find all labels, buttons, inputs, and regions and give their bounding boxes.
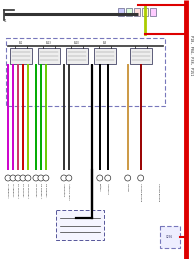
Circle shape (25, 175, 31, 181)
Bar (160, 226, 180, 248)
Circle shape (5, 175, 11, 181)
Text: Antenna relay: Antenna relay (68, 183, 69, 200)
Bar (56, 210, 104, 240)
Bar (10, 48, 32, 64)
Text: RR speaker-: RR speaker- (45, 183, 46, 197)
Text: Chassis ground: Chassis ground (158, 183, 159, 201)
Text: B-3: B-3 (103, 41, 107, 45)
Text: Ground: Ground (127, 183, 128, 192)
Circle shape (105, 175, 111, 181)
Bar (94, 48, 116, 64)
Circle shape (61, 175, 67, 181)
Circle shape (33, 175, 39, 181)
Circle shape (15, 175, 21, 181)
Circle shape (66, 175, 72, 181)
Circle shape (38, 175, 44, 181)
Circle shape (10, 175, 16, 181)
Bar (130, 48, 152, 64)
Text: LF speaker+: LF speaker+ (7, 183, 9, 198)
Text: RR speaker+: RR speaker+ (40, 183, 42, 198)
Text: B-1: B-1 (19, 41, 23, 45)
Bar (38, 48, 60, 64)
Bar (134, 8, 140, 16)
Text: Chassis ground: Chassis ground (140, 183, 141, 201)
Bar (66, 48, 88, 64)
Text: C1: C1 (4, 19, 8, 23)
Text: Battery: Battery (99, 183, 100, 192)
Circle shape (138, 175, 144, 181)
Circle shape (97, 175, 103, 181)
Text: P18, P04, P38, P151: P18, P04, P38, P151 (190, 35, 194, 75)
Text: Illumination: Illumination (63, 183, 64, 197)
Circle shape (125, 175, 131, 181)
Text: B-23: B-23 (46, 41, 52, 45)
Bar (126, 8, 132, 16)
Bar (6, 38, 165, 106)
Text: LR speaker+: LR speaker+ (27, 183, 29, 198)
Text: Accessory: Accessory (107, 183, 108, 195)
Text: LF speaker-: LF speaker- (12, 183, 13, 197)
Bar (150, 8, 156, 16)
Text: RF speaker+: RF speaker+ (17, 183, 18, 198)
Circle shape (43, 175, 49, 181)
Circle shape (20, 175, 26, 181)
Bar (142, 8, 148, 16)
Bar (118, 8, 124, 16)
Text: B-20: B-20 (74, 41, 80, 45)
Text: C236: C236 (166, 235, 173, 239)
